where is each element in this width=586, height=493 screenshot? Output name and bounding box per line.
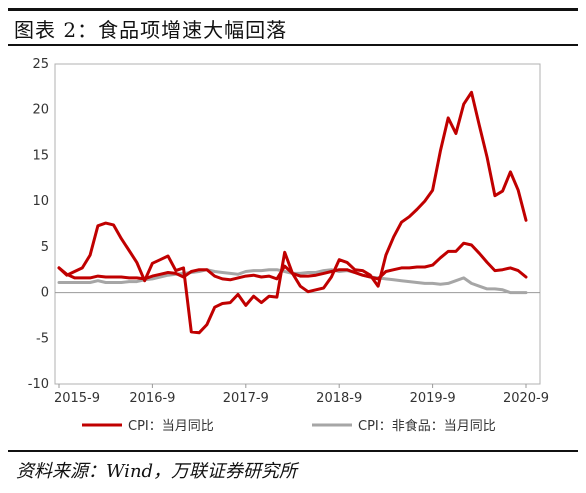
x-tick-label: 2018-9 — [316, 391, 362, 406]
line-chart: -10 -5 0 5 10 15 20 25 2015-9 2016-9 2017-9 2018-9… — [28, 57, 549, 434]
y-tick-label: -5 — [36, 331, 49, 346]
x-tick-label: 2017-9 — [223, 391, 269, 406]
plot-border — [54, 63, 541, 385]
y-tick-label: 10 — [32, 194, 49, 209]
x-tick-label: 2016-9 — [129, 391, 175, 406]
series-layer — [57, 90, 528, 335]
title-rule-top — [8, 8, 578, 11]
plot-area — [54, 63, 541, 385]
chart-title: 图表 2：食品项增速大幅回落 — [14, 18, 288, 42]
y-tick-label: 0 — [41, 286, 49, 301]
x-tick-label: 2015-9 — [54, 391, 100, 406]
y-tick-label: 5 — [41, 240, 49, 255]
y-tick-label: 25 — [32, 57, 49, 72]
y-tick-label: 15 — [32, 148, 49, 163]
y-tick-label: -10 — [28, 377, 49, 392]
x-axis: 2015-9 2016-9 2017-9 2018-9 2019-9 2020-9 — [54, 384, 549, 406]
y-tick-label: 20 — [32, 103, 49, 118]
x-tick-label: 2019-9 — [410, 391, 456, 406]
source-rule — [8, 450, 578, 452]
y-axis: -10 -5 0 5 10 15 20 25 — [28, 57, 49, 392]
x-tick-label: 2020-9 — [503, 391, 549, 406]
series-line-cpi_food — [57, 90, 528, 335]
legend-label-1: CPI：非食品：当月同比 — [358, 418, 496, 434]
source-note: 资料来源：Wind，万联证券研究所 — [16, 461, 298, 482]
title-rule-bottom — [8, 44, 578, 46]
legend-label-0: CPI：当月同比 — [128, 419, 214, 434]
legend: CPI：当月同比 CPI：非食品：当月同比 — [82, 418, 496, 434]
